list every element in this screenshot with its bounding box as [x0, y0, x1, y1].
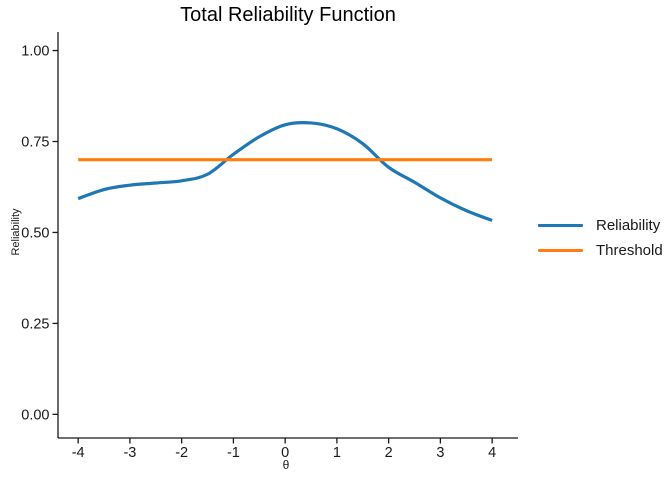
x-axis-title: θ [282, 458, 290, 472]
x-tick-label: -2 [175, 445, 188, 461]
x-tick-label: -1 [227, 445, 240, 461]
x-tick-label: 4 [488, 445, 496, 461]
y-tick-label: 0.25 [21, 316, 49, 332]
legend: Reliability Threshold [538, 213, 663, 263]
legend-label-reliability: Reliability [596, 217, 661, 234]
y-tick-label: 1.00 [21, 44, 49, 60]
threshold-line-swatch [538, 248, 583, 253]
y-tick-label: 0.75 [21, 135, 49, 151]
x-tick-label: 2 [385, 445, 393, 461]
x-tick-label: -4 [72, 445, 85, 461]
legend-item-reliability: Reliability [538, 213, 663, 238]
reliability-line [77, 121, 493, 222]
reliability-line-swatch [538, 223, 583, 228]
y-tick-label: 0.00 [21, 407, 49, 423]
x-tick-label: -3 [123, 445, 136, 461]
x-tick-label: 1 [333, 445, 341, 461]
legend-item-threshold: Threshold [538, 238, 663, 263]
chart-title: Total Reliability Function [180, 4, 396, 26]
x-tick-label: 0 [281, 445, 289, 461]
y-axis-title: Reliability [10, 208, 22, 256]
y-tick-label: 0.50 [21, 225, 49, 241]
x-tick-label: 3 [436, 445, 444, 461]
legend-label-threshold: Threshold [596, 242, 663, 259]
